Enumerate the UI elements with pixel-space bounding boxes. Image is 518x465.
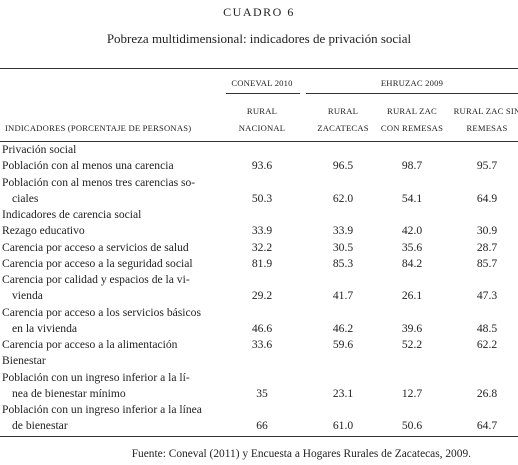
row-label: Carencia por acceso a la alimentación	[2, 338, 178, 351]
column-header: RURAL ZAC	[387, 106, 437, 116]
cell-value: 42.0	[401, 224, 423, 238]
group-header: CONEVAL 2010	[231, 78, 293, 88]
bottom-rule	[0, 436, 518, 437]
cell-value: 50.6	[401, 419, 423, 433]
row-label: Población con al menos una carencia	[2, 159, 174, 173]
cell-value: 66	[256, 419, 268, 433]
section-label: Privación social	[2, 143, 77, 156]
cell-value: 47.3	[476, 289, 498, 303]
table-title: Pobreza multidimensional: indicadores de…	[106, 31, 412, 46]
row-label: en la vivienda	[12, 321, 78, 335]
row-label: Carencia por acceso a servicios de salud	[2, 240, 189, 254]
row-label: nea de bienestar mínimo	[12, 386, 126, 400]
cell-value: 64.9	[476, 191, 498, 205]
row-label: Rezago educativo	[2, 224, 85, 238]
cell-value: 41.7	[332, 289, 354, 303]
cell-value: 84.2	[401, 256, 423, 270]
group-rule	[306, 93, 518, 94]
header-rule	[0, 141, 518, 142]
cell-value: 52.2	[401, 338, 423, 351]
cell-value: 59.6	[332, 338, 354, 351]
column-header: RURAL	[246, 106, 278, 116]
row-label: de bienestar	[12, 419, 68, 433]
cell-value: 62.0	[332, 191, 354, 205]
cell-value: 98.7	[401, 159, 423, 173]
cell-value: 28.7	[476, 240, 498, 254]
cell-value: 32.2	[251, 240, 273, 254]
cell-value: 26.8	[476, 386, 498, 400]
cell-value: 95.7	[476, 159, 498, 173]
column-header: ZACATECAS	[317, 123, 369, 133]
cell-value: 48.5	[476, 321, 498, 335]
top-rule	[0, 68, 518, 69]
cell-value: 35.6	[401, 240, 423, 254]
section-label: Indicadores de carencia social	[2, 208, 142, 221]
cell-value: 33.6	[251, 338, 273, 351]
row-label: ciales	[12, 191, 39, 205]
group-rule	[226, 93, 300, 94]
cell-value: 62.2	[476, 338, 498, 351]
cell-value: 50.3	[251, 191, 273, 205]
cell-value: 30.5	[332, 240, 354, 254]
column-header: NACIONAL	[238, 123, 286, 133]
cell-value: 46.2	[332, 321, 354, 335]
cell-value: 29.2	[251, 289, 273, 303]
cell-value: 54.1	[401, 191, 423, 205]
cell-value: 33.9	[251, 224, 273, 238]
column-header: REMESAS	[466, 123, 508, 133]
group-header: EHRUZAC 2009	[380, 78, 444, 88]
stub-header: INDICADORES (PORCENTAJE DE PERSONAS)	[5, 123, 192, 133]
row-label: Población con un ingreso inferior a la l…	[2, 403, 202, 416]
row-label: Carencia por acceso a los servicios bási…	[2, 305, 201, 319]
cell-value: 12.7	[401, 386, 423, 400]
row-label: vienda	[12, 289, 43, 303]
cell-value: 46.6	[251, 321, 273, 335]
cell-value: 33.9	[332, 224, 354, 238]
row-label: Población con al menos tres carencias so…	[2, 175, 196, 189]
column-header: CON REMESAS	[380, 123, 444, 133]
cell-value: 64.7	[476, 419, 498, 433]
row-label: Carencia por acceso a la seguridad socia…	[2, 256, 193, 270]
row-label: Población con un ingreso inferior a la l…	[2, 370, 190, 384]
cell-value: 30.9	[476, 224, 498, 238]
source-note: Fuente: Coneval (2011) y Encuesta a Hoga…	[131, 448, 471, 460]
cell-value: 85.3	[332, 256, 354, 270]
section-label: Bienestar	[2, 354, 46, 368]
cell-value: 93.6	[251, 159, 273, 173]
cell-value: 23.1	[332, 386, 354, 400]
column-header: RURAL ZAC SIN	[453, 106, 518, 116]
cell-value: 39.6	[401, 321, 423, 335]
cell-value: 61.0	[332, 419, 354, 433]
cell-value: 81.9	[251, 256, 273, 270]
row-label: Carencia por calidad y espacios de la vi…	[2, 273, 190, 286]
cell-value: 26.1	[401, 289, 423, 303]
table-label: CUADRO 6	[223, 5, 295, 19]
column-header: RURAL	[327, 106, 359, 116]
cell-value: 35	[256, 386, 268, 400]
cell-value: 85.7	[476, 256, 498, 270]
cell-value: 96.5	[332, 159, 354, 173]
